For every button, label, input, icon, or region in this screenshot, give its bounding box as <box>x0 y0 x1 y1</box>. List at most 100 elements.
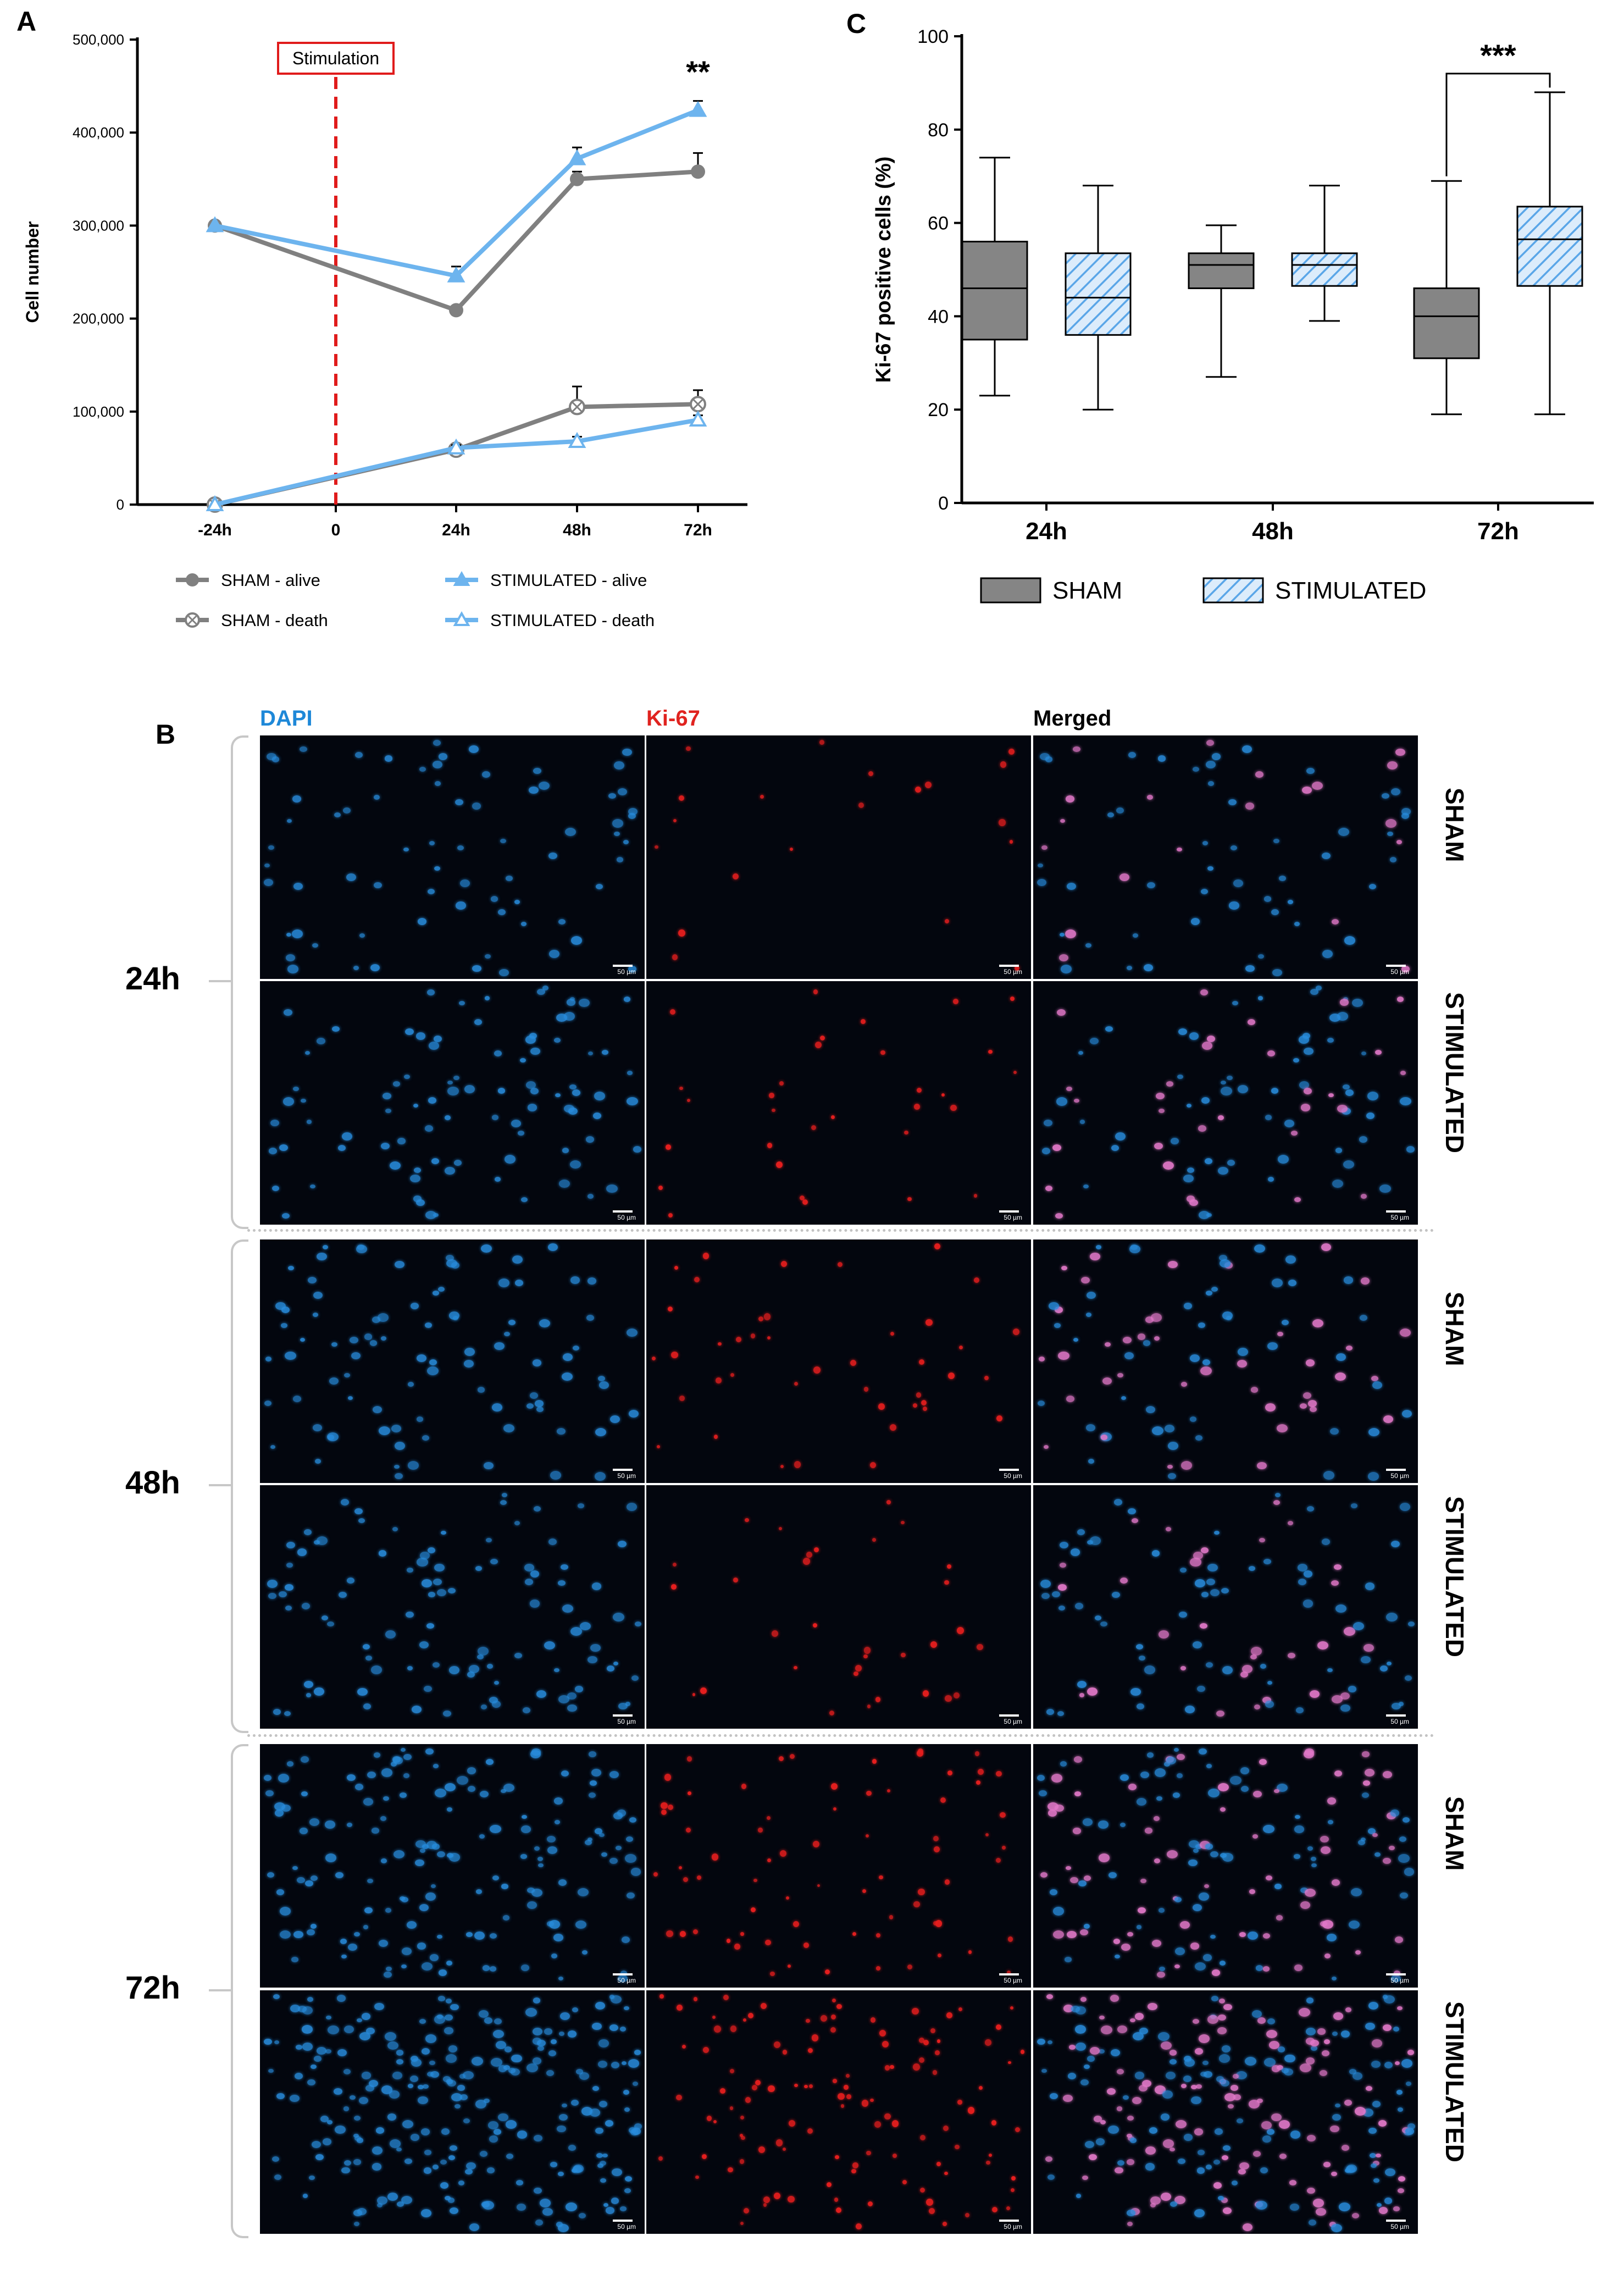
cell-nucleus <box>1090 2047 1100 2055</box>
cell-nucleus <box>673 818 677 822</box>
cell-nucleus <box>1100 1435 1107 1440</box>
cell-nucleus <box>486 1664 493 1669</box>
cell-nucleus <box>793 1921 800 1927</box>
cell-nucleus <box>1122 1336 1132 1343</box>
cell-nucleus <box>1174 1896 1182 1903</box>
cell-nucleus <box>674 1265 678 1270</box>
cell-nucleus <box>568 2144 577 2151</box>
cell-nucleus <box>1179 1568 1187 1573</box>
cell-nucleus <box>978 2085 983 2090</box>
cell-nucleus <box>1050 1889 1058 1895</box>
cell-nucleus <box>1153 1816 1160 1822</box>
cell-nucleus <box>1315 2207 1326 2216</box>
cell-nucleus <box>633 1146 641 1153</box>
cell-nucleus <box>892 2153 897 2159</box>
cell-nucleus <box>354 1932 360 1937</box>
cell-nucleus <box>1335 1353 1346 1361</box>
cell-nucleus <box>306 1120 312 1124</box>
significance-stars-a: ** <box>686 54 710 89</box>
cell-nucleus <box>740 2133 744 2137</box>
cell-nucleus <box>1370 2152 1377 2159</box>
cell-nucleus <box>1298 1579 1307 1585</box>
cell-nucleus <box>433 1764 439 1768</box>
cell-nucleus <box>1006 1970 1011 1975</box>
cell-nucleus <box>450 2207 459 2215</box>
cell-nucleus <box>377 2203 383 2208</box>
cell-nucleus <box>936 2162 941 2167</box>
cell-nucleus <box>1158 2032 1170 2041</box>
cell-nucleus <box>435 1789 447 1798</box>
cell-nucleus <box>1178 1028 1188 1036</box>
cell-nucleus <box>558 919 566 925</box>
cell-nucleus <box>1184 1303 1193 1309</box>
cell-nucleus <box>1192 766 1200 772</box>
cell-nucleus <box>1205 1662 1213 1668</box>
cell-nucleus <box>957 2100 962 2105</box>
cell-nucleus <box>776 1161 783 1168</box>
cell-nucleus <box>425 1322 432 1328</box>
cell-nucleus <box>1383 1415 1393 1424</box>
cell-nucleus <box>1089 1536 1101 1545</box>
column-label-dapi: DAPI <box>260 706 313 730</box>
cell-nucleus <box>1133 2032 1144 2041</box>
cell-nucleus <box>838 2093 845 2100</box>
cell-nucleus <box>1136 1925 1141 1929</box>
cell-nucleus <box>558 1179 570 1188</box>
cell-nucleus <box>870 2017 876 2023</box>
cell-nucleus <box>376 2127 385 2134</box>
cell-nucleus <box>353 2210 362 2217</box>
cell-nucleus <box>1178 1611 1187 1618</box>
y-tick-label: 20 <box>928 400 949 420</box>
cell-nucleus <box>1238 2168 1246 2175</box>
cell-nucleus <box>1174 2195 1186 2204</box>
cell-nucleus <box>599 1381 609 1390</box>
cell-nucleus <box>447 2079 457 2087</box>
cell-nucleus <box>1157 1971 1165 1978</box>
cell-nucleus <box>581 2107 593 2116</box>
cell-nucleus <box>804 2084 808 2089</box>
cell-nucleus <box>1096 2138 1105 2145</box>
cell-nucleus <box>1302 1392 1312 1399</box>
cell-nucleus <box>415 1032 425 1040</box>
cell-nucleus <box>1218 1115 1224 1120</box>
cell-nucleus <box>274 2174 282 2181</box>
cell-nucleus <box>346 1822 353 1827</box>
cell-nucleus <box>434 2015 446 2024</box>
scale-bar <box>1386 2220 1406 2222</box>
cell-nucleus <box>1295 1707 1304 1713</box>
cell-nucleus <box>921 1400 927 1406</box>
cell-nucleus <box>526 1081 536 1089</box>
cell-nucleus <box>1147 1752 1154 1758</box>
cell-nucleus <box>1047 1809 1057 1817</box>
cell-nucleus <box>1233 2094 1241 2101</box>
sham-alive-line <box>214 169 699 313</box>
stimulation-box <box>277 42 395 75</box>
cell-nucleus <box>432 2165 439 2170</box>
cell-nucleus <box>1384 2062 1393 2068</box>
cell-nucleus <box>1206 1213 1212 1217</box>
cell-nucleus <box>1098 1820 1108 1829</box>
cell-nucleus <box>1079 1120 1085 1124</box>
cell-nucleus <box>569 1084 577 1089</box>
cell-nucleus <box>1195 1962 1206 1971</box>
cell-nucleus <box>490 1966 497 1972</box>
column-label-ki-67: Ki-67 <box>646 706 700 730</box>
cell-nucleus <box>1345 2166 1355 2173</box>
cell-nucleus <box>518 1131 524 1136</box>
cell-nucleus <box>268 2068 274 2073</box>
cell-nucleus <box>1041 2068 1047 2073</box>
cell-nucleus <box>326 2119 333 2125</box>
cell-nucleus <box>769 1093 774 1098</box>
cell-nucleus <box>1145 2163 1155 2171</box>
cell-nucleus <box>1075 2043 1086 2051</box>
cell-nucleus <box>1115 1132 1126 1141</box>
cell-nucleus <box>729 2106 734 2110</box>
cell-nucleus <box>376 2196 388 2205</box>
cell-nucleus <box>446 1853 453 1858</box>
cell-nucleus <box>1218 1166 1228 1175</box>
cell-nucleus <box>761 2002 767 2009</box>
cell-nucleus <box>529 1600 540 1608</box>
cell-nucleus <box>304 1050 311 1055</box>
cell-nucleus <box>522 1707 531 1713</box>
cell-nucleus <box>1046 1709 1055 1715</box>
